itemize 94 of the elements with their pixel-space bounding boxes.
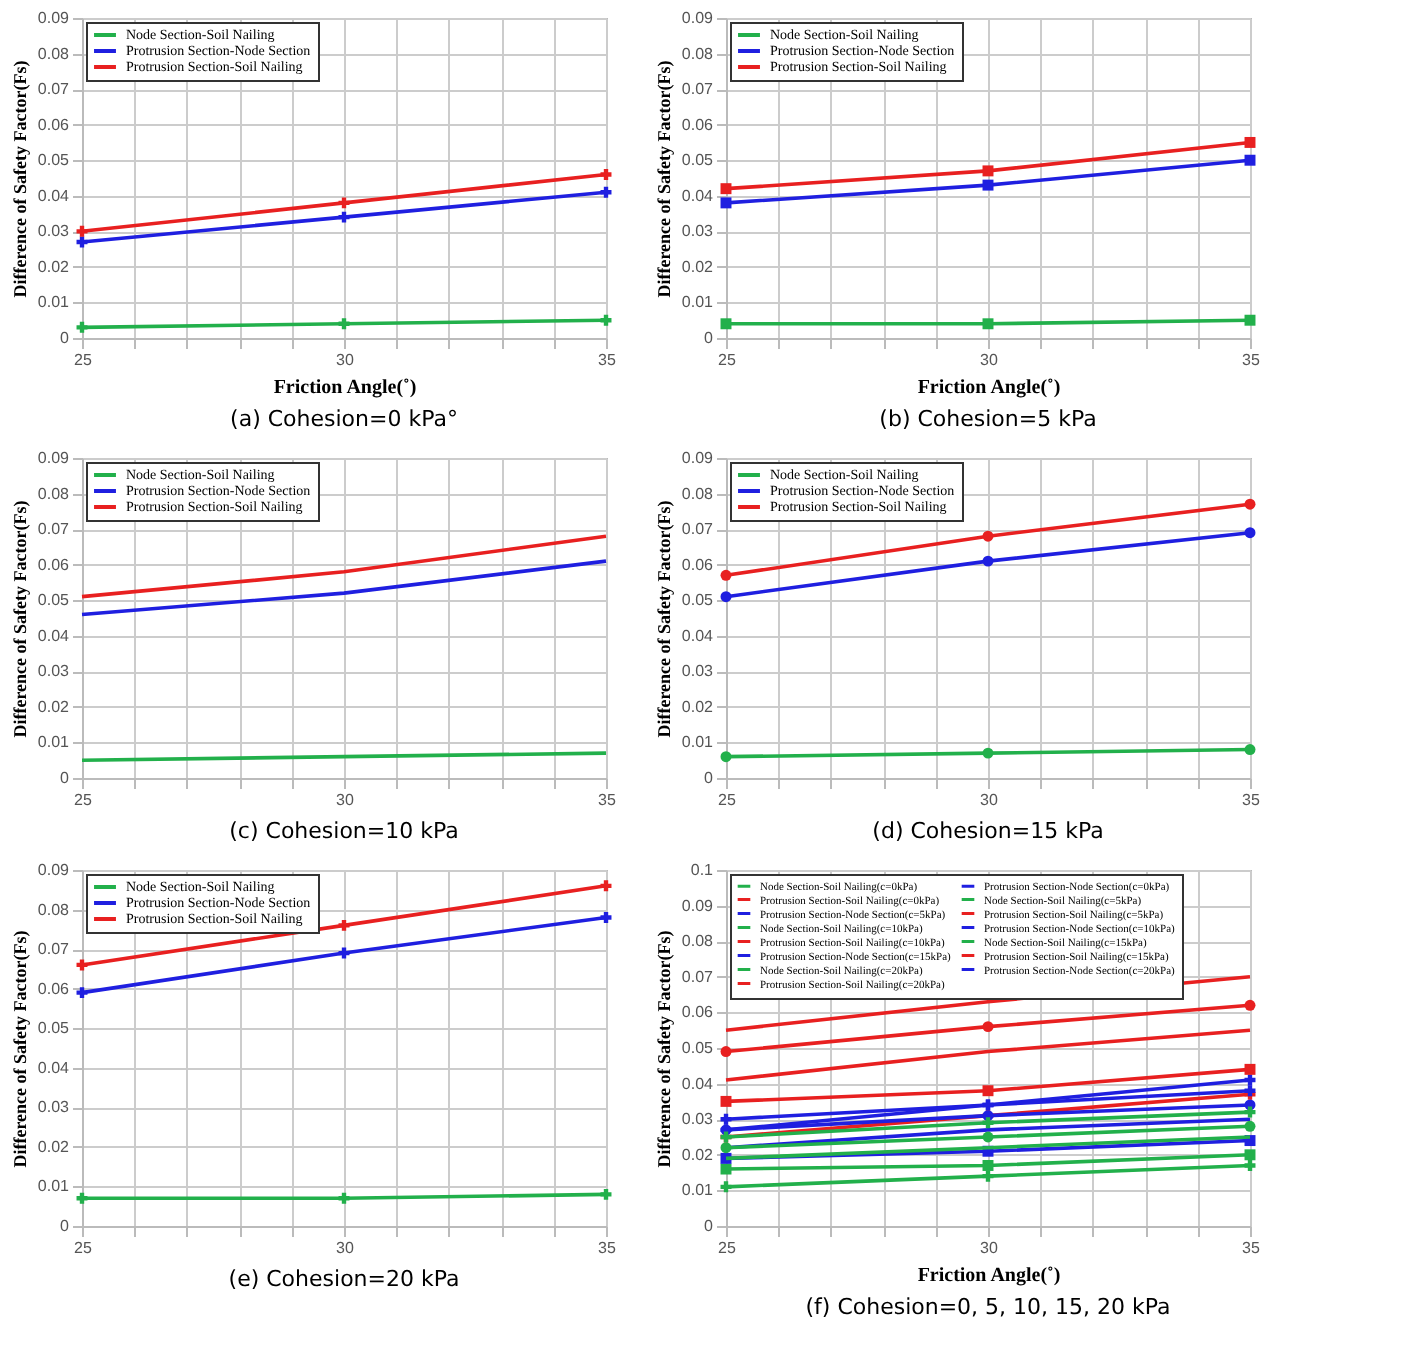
y-tick-label: 0.02 [37, 257, 71, 276]
x-axis-title: Friction Angle(˚) [273, 377, 417, 399]
x-tick-label: 25 [74, 791, 93, 809]
x-tick-label: 30 [980, 351, 999, 369]
y-tick-label: 0 [704, 329, 715, 347]
x-tick-label: 35 [598, 791, 617, 809]
y-tick-label: 0.03 [681, 662, 715, 681]
y-axis-title: Difference of Safety Factor(Fs) [9, 930, 30, 1168]
y-tick-label: 0.02 [681, 1145, 715, 1164]
y-tick-label: 0.05 [681, 591, 715, 610]
y-tick-label: 0.09 [681, 9, 715, 27]
y-tick-label: 0.05 [37, 591, 71, 610]
text: (d) Cohesion=15 kPa [872, 818, 1104, 844]
x-tick-label: 25 [74, 351, 93, 369]
y-tick-label: 0 [60, 1217, 71, 1235]
x-tick-label: 30 [980, 791, 999, 809]
y-tick-label: 0.01 [37, 1177, 71, 1196]
y-tick-label: 0.09 [37, 861, 71, 879]
y-tick-label: 0.05 [681, 151, 715, 170]
y-tick-label: 0.09 [37, 449, 71, 467]
x-axis-title: Friction Angle(˚) [917, 377, 1061, 399]
y-tick-label: 0.03 [681, 222, 715, 241]
x-axis-title: Friction Angle(˚) [917, 1265, 1061, 1287]
y-tick-label: 0.06 [37, 115, 71, 134]
y-tick-label: 0.03 [37, 662, 71, 681]
y-tick-label: 0.09 [681, 449, 715, 467]
x-tick-label: 25 [718, 1239, 737, 1257]
y-tick-label: 0.02 [37, 697, 71, 716]
y-tick-label: 0 [704, 769, 715, 787]
y-tick-label: 0.02 [681, 697, 715, 716]
y-tick-label: 0.08 [37, 484, 71, 503]
y-tick-label: 0.06 [681, 1003, 715, 1022]
y-tick-label: 0.06 [37, 555, 71, 574]
y-tick-label: 0.04 [37, 626, 71, 645]
y-tick-label: 0.08 [681, 44, 715, 63]
x-tick-label: 30 [336, 351, 355, 369]
x-tick-label: 35 [1242, 1239, 1261, 1257]
y-tick-label: 0.06 [681, 115, 715, 134]
y-tick-label: 0.01 [37, 293, 71, 312]
y-tick-label: 0.03 [37, 222, 71, 241]
y-tick-label: 0.01 [681, 733, 715, 752]
y-tick-label: 0 [60, 329, 71, 347]
y-tick-label: 0.05 [681, 1039, 715, 1057]
x-tick-label: 35 [1242, 351, 1261, 369]
y-tick-label: 0.01 [37, 733, 71, 752]
y-tick-label: 0.02 [37, 1137, 71, 1156]
x-tick-label: 25 [718, 351, 737, 369]
y-tick-label: 0.08 [37, 44, 71, 63]
x-tick-label: 30 [336, 791, 355, 809]
y-axis-title: Difference of Safety Factor(Fs) [653, 930, 674, 1168]
y-axis-title: Difference of Safety Factor(Fs) [653, 60, 674, 298]
y-tick-label: 0.04 [681, 1074, 715, 1093]
y-axis-title: Difference of Safety Factor(Fs) [653, 500, 674, 738]
x-tick-label: 25 [718, 791, 737, 809]
y-tick-label: 0.05 [37, 151, 71, 170]
y-tick-label: 0 [704, 1217, 715, 1235]
y-tick-label: 0.02 [681, 257, 715, 276]
y-tick-label: 0.06 [37, 979, 71, 998]
y-tick-label: 0.1 [690, 861, 715, 879]
x-tick-label: 35 [598, 1239, 617, 1257]
y-tick-label: 0.07 [37, 940, 71, 959]
y-tick-label: 0.07 [37, 80, 71, 99]
y-tick-label: 0.06 [681, 555, 715, 574]
y-tick-label: 0.07 [37, 520, 71, 539]
y-tick-label: 0.01 [681, 293, 715, 312]
y-axis-title: Difference of Safety Factor(Fs) [9, 60, 30, 298]
y-tick-label: 0 [60, 769, 71, 787]
x-tick-label: 35 [598, 351, 617, 369]
y-tick-label: 0.04 [37, 1058, 71, 1077]
y-tick-label: 0.04 [681, 186, 715, 205]
x-tick-label: 35 [1242, 791, 1261, 809]
x-tick-label: 30 [980, 1239, 999, 1257]
y-axis-title: Difference of Safety Factor(Fs) [9, 500, 30, 738]
y-tick-label: 0.09 [37, 9, 71, 27]
y-tick-label: 0.08 [37, 900, 71, 919]
y-tick-label: 0.04 [681, 626, 715, 645]
y-tick-label: 0.07 [681, 520, 715, 539]
text: (c) Cohesion=10 kPa [229, 818, 459, 844]
text: (b) Cohesion=5 kPa [879, 406, 1097, 432]
y-tick-label: 0.03 [681, 1110, 715, 1129]
y-tick-label: 0.05 [37, 1019, 71, 1038]
y-tick-label: 0.09 [681, 896, 715, 915]
y-tick-label: 0.03 [37, 1098, 71, 1117]
y-tick-label: 0.08 [681, 484, 715, 503]
x-tick-label: 25 [74, 1239, 93, 1257]
text: (e) Cohesion=20 kPa [228, 1266, 460, 1292]
y-tick-label: 0.08 [681, 932, 715, 951]
y-tick-label: 0.01 [681, 1181, 715, 1200]
x-tick-label: 30 [336, 1239, 355, 1257]
y-tick-label: 0.07 [681, 967, 715, 986]
y-tick-label: 0.04 [37, 186, 71, 205]
y-tick-label: 0.07 [681, 80, 715, 99]
text: (a) Cohesion=0 kPa° [230, 406, 458, 432]
text: (f) Cohesion=0, 5, 10, 15, 20 kPa [805, 1294, 1171, 1320]
